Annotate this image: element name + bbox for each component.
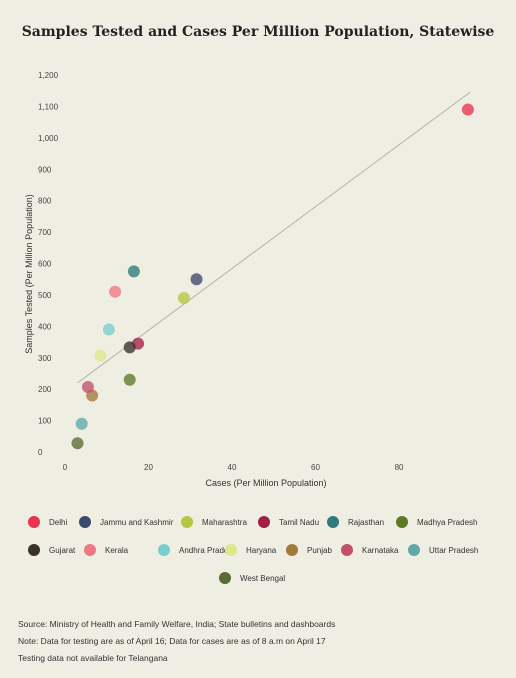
legend-swatch [79, 516, 91, 528]
y-axis-label: Samples Tested (Per Million Population) [24, 194, 34, 353]
legend-label: Punjab [307, 545, 332, 555]
x-tick-label: 20 [144, 463, 153, 472]
legend-item-uttar-pradesh: Uttar Pradesh [408, 544, 478, 556]
x-tick-label: 0 [63, 463, 68, 472]
data-point-karnataka [81, 380, 94, 393]
data-point-haryana [94, 349, 107, 362]
legend-item-kerala: Kerala [84, 544, 128, 556]
legend-item-andhra-pradesh: Andhra Pradesh [158, 544, 237, 556]
y-tick-label: 700 [38, 228, 52, 237]
legend-item-haryana: Haryana [225, 544, 276, 556]
legend-swatch [28, 544, 40, 556]
legend-item-jammu-and-kashmir: Jammu and Kashmir [79, 516, 173, 528]
y-tick-label: 1,000 [38, 134, 59, 143]
data-points [71, 103, 474, 450]
source-note: Source: Ministry of Health and Family We… [18, 619, 336, 629]
legend-label: Maharashtra [202, 517, 247, 527]
y-tick-label: 100 [38, 417, 52, 426]
y-tick-label: 500 [38, 291, 52, 300]
legend-label: West Bengal [240, 573, 286, 583]
y-axis-ticks: 0 100 200 300 400 500 600 700 800 900 1,000 1,100 1,… [38, 71, 59, 457]
legend-swatch [28, 516, 40, 528]
legend-item-delhi: Delhi [28, 516, 67, 528]
legend-swatch [225, 544, 237, 556]
legend-swatch [286, 544, 298, 556]
data-point-maharashtra [177, 292, 190, 305]
legend-label: Andhra Pradesh [179, 545, 237, 555]
legend-label: Kerala [105, 545, 129, 555]
y-tick-label: 1,100 [38, 102, 59, 111]
trendline [77, 91, 471, 384]
y-tick-label: 400 [38, 322, 52, 331]
data-point-madhya-pradesh [123, 373, 136, 386]
legend-item-west-bengal: West Bengal [219, 572, 285, 584]
data-point-gujarat [123, 341, 136, 354]
y-tick-label: 600 [38, 260, 52, 269]
legend-swatch [327, 516, 339, 528]
legend-swatch [396, 516, 408, 528]
x-axis-ticks: 0 20 40 60 80 [63, 463, 404, 472]
legend-swatch [158, 544, 170, 556]
data-point-delhi [461, 103, 474, 116]
data-point-rajasthan [127, 265, 140, 278]
legend-label: Uttar Pradesh [429, 545, 479, 555]
legend-item-rajasthan: Rajasthan [327, 516, 384, 528]
legend-swatch [341, 544, 353, 556]
data-point-kerala [109, 285, 122, 298]
legend-label: Haryana [246, 545, 277, 555]
legend-swatch [258, 516, 270, 528]
y-tick-label: 800 [38, 197, 52, 206]
scatter-chart: 01002003004005006007008009001,0001,1001,… [24, 71, 474, 488]
legend-label: Rajasthan [348, 517, 385, 527]
legend-swatch [408, 544, 420, 556]
y-tick-label: 200 [38, 385, 52, 394]
legend-item-maharashtra: Maharashtra [181, 516, 247, 528]
legend-swatch [84, 544, 96, 556]
legend-item-karnataka: Karnataka [341, 544, 398, 556]
legend-item-gujarat: Gujarat [28, 544, 75, 556]
legend-label: Karnataka [362, 545, 399, 555]
legend-item-madhya-pradesh: Madhya Pradesh [396, 516, 477, 528]
data-point-andhra-pradesh [102, 323, 115, 336]
legend-swatch [219, 572, 231, 584]
legend-item-tamil-nadu: Tamil Nadu [258, 516, 319, 528]
legend-label: Gujarat [49, 545, 76, 555]
x-tick-label: 80 [395, 463, 404, 472]
x-tick-label: 60 [311, 463, 320, 472]
legend-label: Jammu and Kashmir [100, 517, 174, 527]
data-point-west-bengal [71, 437, 84, 450]
data-point-uttar-pradesh [75, 417, 88, 430]
y-tick-label: 1,200 [38, 71, 59, 80]
legend-swatch [181, 516, 193, 528]
chart-title: Samples Tested and Cases Per Million Pop… [21, 24, 495, 40]
telangana-note: Testing data not available for Telangana [18, 653, 168, 663]
legend-label: Delhi [49, 517, 68, 527]
legend-label: Tamil Nadu [279, 517, 320, 527]
y-tick-label: 0 [38, 448, 43, 457]
y-tick-label: 300 [38, 354, 52, 363]
legend: Delhi Jammu and Kashmir Maharashtra Tamil N… [0, 510, 516, 590]
legend-label: Madhya Pradesh [417, 517, 478, 527]
legend-item-punjab: Punjab [286, 544, 332, 556]
y-tick-label: 900 [38, 165, 52, 174]
x-tick-label: 40 [228, 463, 237, 472]
x-axis-label: Cases (Per Million Population) [205, 478, 326, 488]
data-date-note: Note: Data for testing are as of April 1… [18, 636, 326, 646]
data-point-jammu-and-kashmir [190, 273, 203, 286]
chart-notes: Source: Ministry of Health and Family We… [18, 616, 508, 667]
